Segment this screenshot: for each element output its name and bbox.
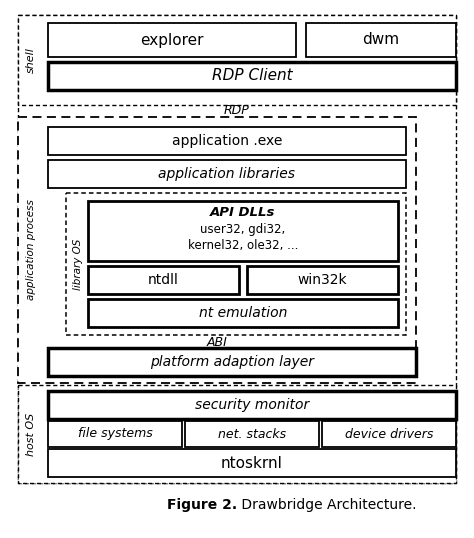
- Bar: [18, 15, 456, 483]
- Bar: [88, 201, 398, 261]
- Bar: [322, 421, 456, 447]
- Text: RDP Client: RDP Client: [212, 68, 292, 83]
- Text: nt emulation: nt emulation: [199, 306, 287, 320]
- Bar: [48, 127, 406, 155]
- Text: device drivers: device drivers: [345, 428, 433, 441]
- Bar: [48, 160, 406, 188]
- Bar: [18, 385, 456, 483]
- Bar: [48, 348, 416, 376]
- Text: application process: application process: [26, 200, 36, 300]
- Text: ntdll: ntdll: [148, 273, 179, 287]
- Text: application .exe: application .exe: [172, 134, 282, 148]
- Bar: [185, 421, 319, 447]
- Text: net. stacks: net. stacks: [218, 428, 286, 441]
- Bar: [48, 23, 296, 57]
- Bar: [48, 449, 456, 477]
- Bar: [88, 266, 239, 294]
- Bar: [18, 15, 456, 105]
- Text: dwm: dwm: [363, 32, 400, 47]
- Text: library OS: library OS: [73, 238, 83, 289]
- Bar: [88, 299, 398, 327]
- Text: kernel32, ole32, ...: kernel32, ole32, ...: [188, 238, 298, 251]
- Bar: [66, 193, 406, 335]
- Text: application libraries: application libraries: [158, 167, 295, 181]
- Bar: [48, 391, 456, 419]
- Bar: [48, 62, 456, 90]
- Bar: [306, 23, 456, 57]
- Text: platform adaption layer: platform adaption layer: [150, 355, 314, 369]
- Bar: [18, 117, 416, 383]
- Text: Figure 2.: Figure 2.: [167, 498, 237, 512]
- Bar: [247, 266, 398, 294]
- Text: ntoskrnl: ntoskrnl: [221, 456, 283, 471]
- Text: user32, gdi32,: user32, gdi32,: [201, 223, 286, 236]
- Text: API DLLs: API DLLs: [210, 207, 276, 220]
- Bar: [48, 421, 182, 447]
- Text: ABI: ABI: [207, 336, 228, 350]
- Text: host OS: host OS: [26, 412, 36, 456]
- Text: file systems: file systems: [78, 428, 152, 441]
- Text: Drawbridge Architecture.: Drawbridge Architecture.: [237, 498, 417, 512]
- Text: RDP: RDP: [224, 104, 250, 117]
- Text: shell: shell: [26, 47, 36, 73]
- Text: security monitor: security monitor: [195, 398, 309, 412]
- Text: win32k: win32k: [298, 273, 347, 287]
- Text: explorer: explorer: [140, 32, 204, 47]
